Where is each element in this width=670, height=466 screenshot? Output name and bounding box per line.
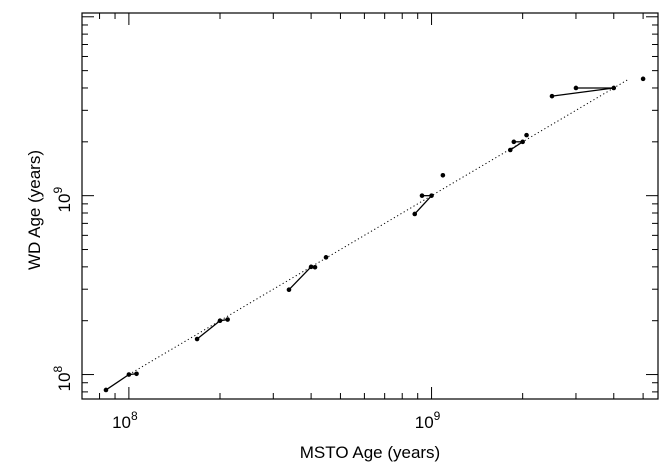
reference-line	[128, 78, 630, 375]
data-segment	[551, 87, 614, 97]
data-segment	[105, 374, 130, 391]
data-point	[520, 139, 525, 145]
y-tick-label: 108	[51, 365, 74, 391]
data-point	[323, 255, 329, 260]
axis-ticks	[81, 13, 658, 399]
data-point	[217, 318, 223, 324]
data-point	[429, 193, 434, 198]
data-point	[507, 147, 513, 153]
y-tick-label: 109	[51, 187, 74, 213]
plot-frame	[81, 12, 659, 400]
data-segment	[509, 141, 524, 151]
x-axis-label: MSTO Age (years)	[300, 443, 440, 462]
data-segment	[196, 320, 221, 340]
data-point	[308, 264, 314, 270]
data-point	[194, 336, 200, 342]
data-point	[134, 371, 139, 377]
data-point	[312, 264, 318, 270]
data-segment	[288, 266, 312, 291]
data-point	[286, 287, 292, 293]
data-point	[511, 139, 517, 145]
data-point	[412, 211, 418, 217]
chart-marks	[103, 76, 646, 393]
tick-labels: 108 109 108 109	[51, 187, 441, 432]
x-tick-label: 108	[112, 409, 138, 432]
data-point	[103, 387, 109, 393]
data-point	[611, 85, 617, 91]
data-point	[440, 172, 446, 178]
x-tick-label: 109	[415, 409, 441, 432]
data-point	[549, 93, 555, 99]
data-point	[419, 193, 425, 198]
data-segment	[414, 195, 433, 215]
data-point	[573, 85, 579, 91]
data-point	[640, 76, 646, 82]
data-point	[524, 132, 529, 138]
data-point	[126, 372, 132, 377]
data-point	[225, 317, 230, 322]
y-axis-label: WD Age (years)	[25, 150, 44, 270]
